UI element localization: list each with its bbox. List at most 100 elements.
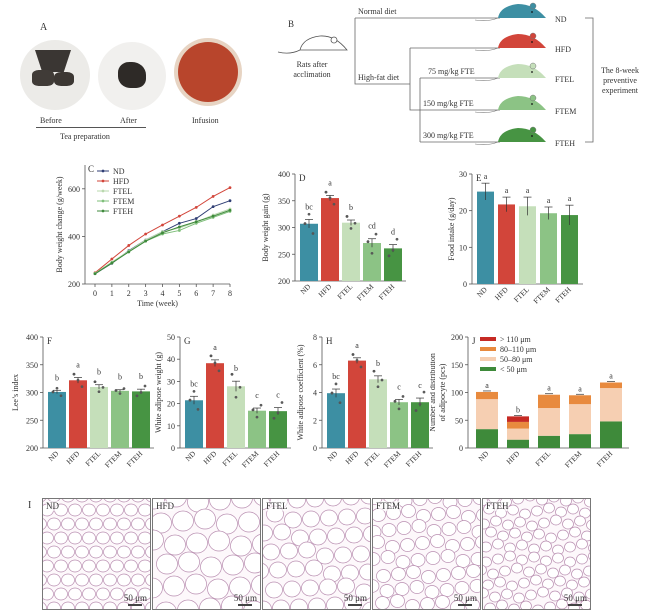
group-nd-label: ND bbox=[555, 15, 567, 24]
data-point bbox=[311, 232, 315, 235]
x-tick-label: ND bbox=[183, 449, 197, 463]
label-after: After bbox=[120, 116, 137, 125]
adipocyte-cell bbox=[538, 517, 550, 529]
adipocyte-cell bbox=[394, 582, 410, 596]
adipocyte-cell bbox=[549, 590, 561, 602]
adipocyte-cell bbox=[117, 545, 131, 559]
significance-letter: a bbox=[355, 341, 359, 350]
data-point bbox=[213, 361, 217, 365]
x-tick-label: FTEM bbox=[382, 449, 403, 470]
y-tick-label: 350 bbox=[26, 361, 38, 370]
rat-icon-nd bbox=[474, 2, 546, 21]
adipocyte-cell bbox=[514, 516, 526, 528]
adipocyte-cell bbox=[460, 537, 475, 551]
x-tick-label: FTEL bbox=[335, 282, 354, 301]
x-tick-label: FTEH bbox=[377, 282, 397, 302]
x-tick-label: 6 bbox=[194, 289, 198, 298]
adipocyte-cell bbox=[579, 507, 590, 519]
data-point bbox=[177, 225, 181, 229]
adipocyte-cell bbox=[554, 575, 566, 587]
data-point bbox=[72, 372, 76, 376]
significance-letter: b bbox=[55, 373, 59, 382]
adipocyte-cell bbox=[401, 504, 416, 518]
adipocyte-cell bbox=[360, 499, 370, 505]
adipocyte-cell bbox=[301, 579, 319, 597]
adipocyte-cell bbox=[440, 549, 456, 563]
adipocyte-cell bbox=[327, 527, 345, 545]
adipocyte-cell bbox=[583, 565, 590, 577]
panel-b-diagram: B Rats after acclimation Normal diet Hig… bbox=[277, 2, 639, 148]
adipocyte-cell bbox=[564, 556, 576, 568]
bar-ftem bbox=[390, 402, 408, 448]
group-fteh-label: FTEH bbox=[555, 139, 575, 148]
y-tick-label: 200 bbox=[68, 280, 80, 289]
adipocyte-cell bbox=[519, 508, 531, 520]
adipocyte-cell bbox=[520, 600, 532, 609]
start-line2: acclimation bbox=[293, 70, 330, 79]
legend-marker bbox=[101, 189, 105, 193]
data-point bbox=[118, 392, 122, 395]
adipocyte-cell bbox=[96, 503, 110, 517]
bar-ftel bbox=[369, 379, 387, 448]
adipocyte-cell bbox=[562, 518, 574, 530]
rat-tail bbox=[474, 77, 499, 81]
data-point bbox=[395, 237, 399, 241]
adipocyte-cells bbox=[483, 499, 590, 609]
data-point bbox=[370, 251, 374, 255]
rat-ear bbox=[529, 62, 537, 70]
bar-ftem bbox=[111, 390, 129, 448]
adipocyte-cell bbox=[390, 594, 405, 608]
adipocyte-cell bbox=[526, 520, 538, 532]
legend-swatch bbox=[480, 367, 496, 371]
adipocyte-cell bbox=[525, 589, 537, 601]
adipocyte-cell bbox=[61, 499, 75, 503]
data-point bbox=[353, 221, 357, 225]
panel-letter: J bbox=[472, 336, 476, 346]
panel-letter: G bbox=[184, 336, 191, 346]
y-tick-label: 200 bbox=[451, 333, 463, 342]
x-tick-label: FTEH bbox=[404, 449, 424, 469]
x-axis-label: Group bbox=[342, 314, 362, 315]
adipocyte-cell bbox=[263, 563, 269, 579]
adipocyte-cell bbox=[470, 552, 480, 566]
adipocyte-cell bbox=[373, 579, 380, 593]
x-tick-label: FTEL bbox=[512, 285, 531, 304]
adipocyte-cell bbox=[244, 552, 260, 574]
y-tick-label: 10 bbox=[459, 243, 467, 252]
adipocyte-cell bbox=[199, 597, 221, 609]
label-infusion: Infusion bbox=[192, 116, 219, 125]
x-tick-label: FTEH bbox=[262, 449, 282, 469]
data-point bbox=[324, 190, 328, 194]
rat-eye bbox=[531, 135, 533, 137]
adipocyte-cell bbox=[164, 534, 186, 556]
significance-letter: a bbox=[547, 196, 551, 205]
y-tick-label: 250 bbox=[26, 416, 38, 425]
data-point bbox=[338, 401, 342, 405]
adipocyte-cell bbox=[231, 499, 253, 509]
adipocyte-cell bbox=[117, 499, 131, 503]
x-tick-label: 4 bbox=[161, 289, 165, 298]
x-tick-label: HFD bbox=[343, 449, 360, 466]
adipocyte-cell bbox=[420, 597, 435, 609]
data-point bbox=[211, 214, 215, 218]
rat-tail bbox=[474, 17, 499, 21]
adipocyte-cell bbox=[82, 503, 96, 517]
adipocyte-cell bbox=[518, 577, 530, 589]
adipocyte-cell bbox=[319, 578, 337, 596]
adipocyte-cell bbox=[61, 517, 75, 531]
x-tick-label: HFD bbox=[201, 449, 218, 466]
histology-image-ftel: FTEL 50 μm bbox=[262, 498, 371, 610]
x-tick-label: FTEL bbox=[83, 449, 102, 468]
scale-bar: 50 μm bbox=[454, 594, 477, 606]
chart-f-lees-index: 200 250 300 350 400 F Lee’s index b ND a HFD b FTEL b… bbox=[11, 333, 154, 470]
adipocyte-cell bbox=[117, 573, 131, 587]
adipocyte-cell bbox=[302, 510, 320, 528]
adipocyte-cell bbox=[54, 531, 68, 545]
y-axis-label: of adipocyte (pcs) bbox=[438, 363, 447, 421]
adipocyte-cell bbox=[43, 602, 47, 609]
adipocyte-cell bbox=[483, 556, 492, 568]
x-tick-label: HFD bbox=[504, 449, 521, 466]
adipocyte-cell bbox=[96, 587, 110, 601]
adipocyte-cell bbox=[492, 553, 504, 565]
